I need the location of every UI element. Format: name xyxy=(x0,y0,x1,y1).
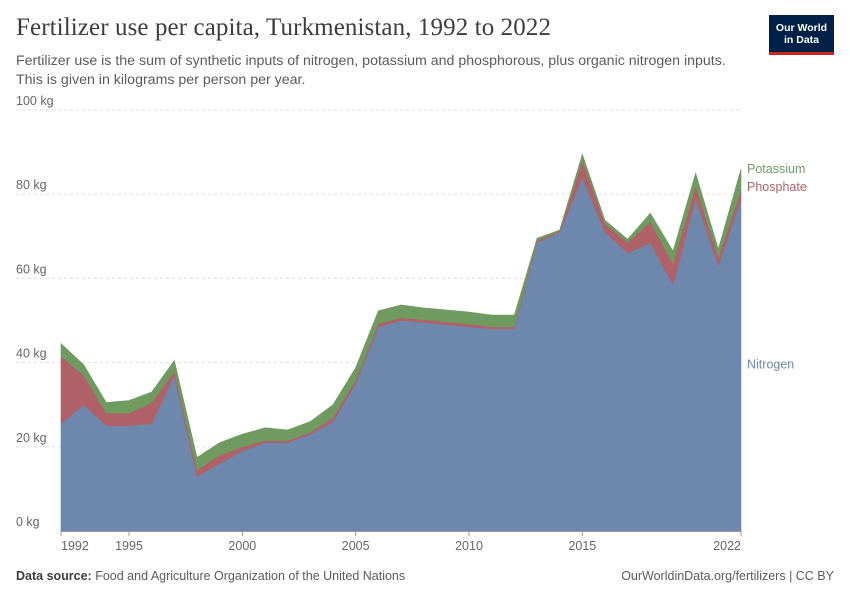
x-tick-label: 1992 xyxy=(61,539,89,553)
data-source: Data source: Food and Agriculture Organi… xyxy=(16,569,405,583)
x-tick-label: 2010 xyxy=(455,539,483,553)
x-tick-label: 2022 xyxy=(713,539,741,553)
chart-title: Fertilizer use per capita, Turkmenistan,… xyxy=(16,14,552,41)
y-tick-label: 60 kg xyxy=(16,262,47,276)
chart-subtitle: Fertilizer use is the sum of synthetic i… xyxy=(16,53,726,88)
logo-line-2: in Data xyxy=(783,33,819,46)
owid-logo[interactable]: Our World in Data xyxy=(769,15,834,55)
license-link[interactable]: OurWorldinData.org/fertilizers | CC BY xyxy=(621,569,834,583)
x-tick-label: 1995 xyxy=(115,539,143,553)
series-labels: Nitrogen Phosphate Potassium xyxy=(747,162,807,372)
stacked-areas xyxy=(60,153,742,532)
y-tick-label: 20 kg xyxy=(16,431,47,445)
logo-line-1: Our World xyxy=(775,21,828,34)
y-tick-label: 80 kg xyxy=(16,178,47,192)
y-tick-label: 40 kg xyxy=(16,347,47,361)
label-potassium: Potassium xyxy=(747,162,805,176)
x-tick-label: 2005 xyxy=(342,539,370,553)
y-tick-label: 0 kg xyxy=(16,515,40,529)
area-potassium xyxy=(60,153,742,471)
label-phosphate: Phosphate xyxy=(747,180,807,194)
x-tick-label: 2015 xyxy=(568,539,596,553)
x-tick-label: 2000 xyxy=(228,539,256,553)
label-nitrogen: Nitrogen xyxy=(747,358,794,372)
data-source-label: Data source: xyxy=(16,569,92,583)
data-source-text: Food and Agriculture Organization of the… xyxy=(95,569,406,583)
y-tick-label: 100 kg xyxy=(16,94,54,108)
axes: 0 kg 20 kg 40 kg 60 kg 80 kg 100 kg 1992 1995 20… xyxy=(16,94,742,553)
